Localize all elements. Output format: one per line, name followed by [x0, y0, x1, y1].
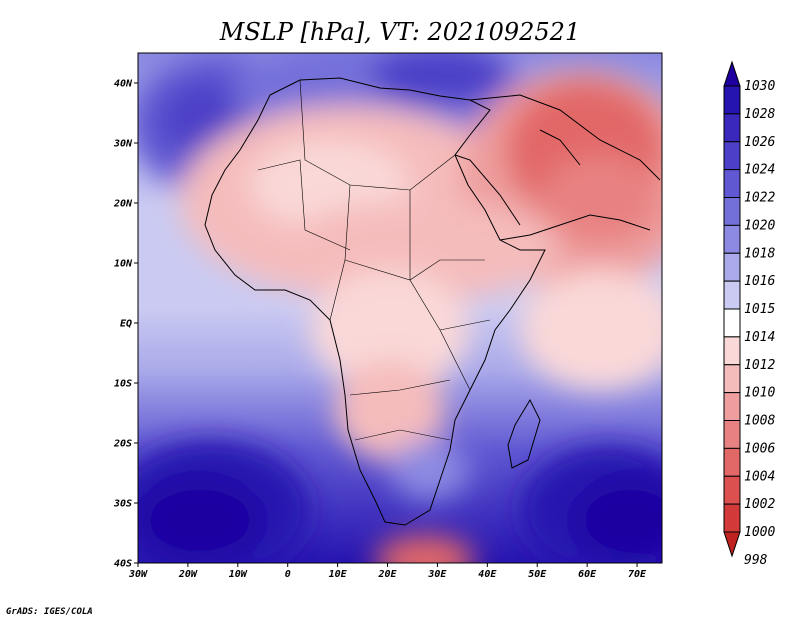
- x-tick-label: 70E: [628, 569, 647, 580]
- colorbar-swatch: [723, 447, 741, 477]
- colorbar-label: 1015: [744, 302, 775, 317]
- x-tick-label: 20E: [377, 569, 397, 580]
- colorbar-swatch: [723, 420, 741, 449]
- colorbar-label: 1008: [744, 414, 775, 429]
- colorbar-label: 1022: [744, 191, 775, 206]
- colorbar-swatch: [723, 252, 741, 282]
- x-tick-label: 40E: [478, 569, 497, 580]
- x-tick-label: 10E: [329, 569, 348, 580]
- x-axis: 30W 20W 10W 0 10E 20E 30E 40E 50E 60E 70E: [128, 563, 647, 580]
- colorbar-label: 1016: [744, 274, 775, 289]
- colorbar-arrow-bottom: [723, 531, 741, 558]
- pressure-blobs: [138, 53, 662, 563]
- colorbar-label: 1012: [744, 358, 775, 373]
- colorbar-label: 1028: [744, 107, 775, 122]
- colorbar-label: 998: [744, 553, 768, 568]
- y-tick-label: 20S: [113, 439, 132, 450]
- colorbar: 1030 1028 1026 1024 1022 1020 1018 1016 1015 1014…: [723, 60, 775, 568]
- pressure-field: [138, 53, 662, 563]
- x-tick-label: 10W: [229, 569, 248, 580]
- chart-title: MSLP [hPa], VT: 2021092521: [219, 18, 580, 46]
- colorbar-swatch: [723, 113, 741, 143]
- colorbar-swatch: [723, 336, 741, 366]
- colorbar-label: 1026: [744, 135, 775, 150]
- colorbar-swatch: [723, 475, 741, 505]
- colorbar-swatch: [723, 280, 741, 310]
- colorbar-swatch: [723, 364, 741, 394]
- colorbar-swatch: [723, 141, 741, 171]
- credit-text: GrADS: IGES/COLA: [6, 607, 93, 617]
- colorbar-label: 1010: [744, 386, 775, 401]
- colorbar-swatch: [723, 197, 741, 226]
- colorbar-label: 1024: [744, 163, 775, 178]
- y-axis: 40N 30N 20N 10N EQ 10S 20S 30S 40S: [113, 79, 138, 570]
- colorbar-swatch: [723, 85, 741, 115]
- colorbar-label: 1014: [744, 330, 775, 345]
- y-tick-label: 20N: [113, 199, 133, 210]
- colorbar-label: 1018: [744, 246, 775, 261]
- x-tick-label: 20W: [178, 569, 198, 580]
- coastlines: [204, 77, 661, 526]
- x-tick-label: 60E: [578, 569, 597, 580]
- colorbar-swatch: [723, 169, 741, 198]
- x-tick-label: 30W: [128, 569, 148, 580]
- colorbar-swatch: [723, 308, 741, 338]
- colorbar-label: 1002: [744, 497, 775, 512]
- colorbar-arrow-top: [723, 60, 741, 87]
- colorbar-label: 1006: [744, 441, 775, 456]
- y-tick-label: 30S: [113, 499, 132, 510]
- y-tick-label: 10N: [114, 259, 133, 270]
- colorbar-label: 1004: [744, 469, 775, 484]
- colorbar-label: 1000: [744, 525, 775, 540]
- y-tick-label: 10S: [114, 379, 132, 390]
- colorbar-swatch: [723, 392, 741, 421]
- x-tick-label: 30E: [427, 569, 447, 580]
- x-tick-label: 50E: [528, 569, 547, 580]
- y-tick-label: 40N: [114, 79, 133, 90]
- y-tick-label: 40S: [114, 559, 132, 570]
- x-tick-label: 0: [285, 569, 291, 580]
- colorbar-label: 1020: [744, 218, 775, 233]
- y-tick-label: 30N: [113, 139, 133, 150]
- colorbar-label: 1030: [744, 79, 775, 94]
- colorbar-swatch: [723, 224, 741, 254]
- colorbar-swatch: [723, 503, 741, 533]
- y-tick-label: EQ: [120, 319, 132, 330]
- country-borders: [257, 79, 491, 441]
- map-frame: [137, 52, 663, 564]
